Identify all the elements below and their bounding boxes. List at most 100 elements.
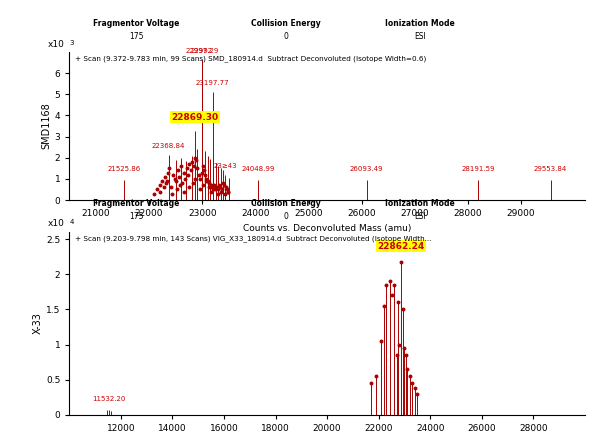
Point — [189, 163, 198, 170]
Point — [191, 175, 200, 182]
Text: 29553.84: 29553.84 — [534, 166, 567, 172]
Point — [152, 186, 162, 193]
Text: 0: 0 — [283, 32, 288, 41]
Point — [195, 175, 205, 182]
Text: Ionization Mode: Ionization Mode — [385, 199, 455, 208]
Point — [176, 163, 186, 170]
Point — [400, 345, 409, 352]
Point — [210, 182, 219, 189]
Text: Collision Energy: Collision Energy — [251, 19, 321, 28]
Point — [179, 188, 189, 195]
Text: 22862.24: 22862.24 — [377, 242, 425, 250]
Point — [161, 180, 171, 187]
Point — [393, 299, 403, 306]
Point — [192, 165, 202, 172]
Point — [206, 188, 216, 195]
Point — [214, 182, 224, 189]
Point — [408, 380, 417, 387]
Point — [210, 186, 220, 193]
Text: x10: x10 — [47, 219, 64, 228]
Point — [194, 171, 204, 178]
Point — [182, 165, 192, 172]
Point — [412, 391, 422, 398]
Point — [175, 182, 185, 189]
Point — [390, 281, 399, 288]
Point — [184, 184, 194, 191]
Point — [183, 171, 193, 178]
Point — [201, 175, 211, 182]
Point — [188, 180, 197, 187]
Point — [204, 184, 213, 191]
Point — [162, 178, 171, 184]
Point — [195, 186, 204, 193]
Point — [155, 188, 165, 195]
Text: 4: 4 — [69, 219, 74, 225]
Point — [218, 180, 228, 187]
Text: Fragmentor Voltage: Fragmentor Voltage — [93, 199, 180, 208]
Point — [168, 171, 178, 178]
Point — [180, 175, 190, 182]
Point — [399, 306, 408, 313]
Point — [165, 165, 174, 172]
Point — [371, 373, 381, 380]
Text: Collision Energy: Collision Energy — [251, 199, 321, 208]
Point — [410, 385, 420, 392]
Point — [185, 161, 194, 168]
Text: 24048.99: 24048.99 — [241, 166, 274, 172]
Point — [171, 178, 181, 184]
Point — [191, 156, 201, 163]
Point — [396, 258, 406, 265]
Text: 28191.59: 28191.59 — [461, 166, 495, 172]
Text: + Scan (9.372-9.783 min, 99 Scans) SMD_180914.d  Subtract Deconvoluted (Isotope : + Scan (9.372-9.783 min, 99 Scans) SMD_1… — [75, 55, 426, 62]
Point — [379, 302, 389, 309]
Point — [150, 190, 159, 197]
Point — [392, 352, 402, 358]
Point — [394, 341, 404, 348]
Point — [166, 184, 176, 191]
Point — [155, 182, 165, 189]
Point — [173, 167, 183, 174]
Point — [199, 167, 209, 174]
Point — [160, 173, 170, 180]
Point — [387, 292, 396, 299]
Point — [217, 186, 227, 193]
Text: 175: 175 — [129, 32, 144, 41]
Point — [221, 184, 230, 191]
Point — [203, 178, 213, 184]
Point — [163, 169, 172, 176]
Point — [167, 190, 177, 197]
Point — [201, 178, 211, 184]
Point — [402, 366, 412, 373]
Text: 22368.84: 22368.84 — [152, 143, 185, 148]
Point — [213, 186, 223, 193]
Point — [385, 278, 395, 285]
Point — [224, 188, 233, 195]
Y-axis label: SMD1168: SMD1168 — [42, 102, 52, 149]
Point — [219, 182, 229, 189]
Text: Ionization Mode: Ionization Mode — [385, 19, 455, 28]
Point — [211, 184, 221, 191]
Point — [190, 154, 200, 161]
Point — [198, 163, 207, 170]
Point — [216, 188, 226, 195]
Y-axis label: X-33: X-33 — [33, 312, 43, 335]
Text: 175: 175 — [129, 212, 144, 221]
Text: x10: x10 — [47, 40, 64, 49]
Point — [188, 158, 197, 165]
Text: 26093.49: 26093.49 — [350, 166, 384, 172]
Point — [401, 352, 411, 358]
Point — [201, 171, 210, 178]
Point — [222, 186, 232, 193]
Text: ESI: ESI — [414, 212, 426, 221]
Point — [179, 169, 189, 176]
Point — [197, 169, 206, 176]
Point — [213, 190, 223, 197]
Text: 22992: 22992 — [191, 48, 213, 54]
Point — [209, 186, 218, 193]
Point — [204, 180, 214, 187]
Point — [223, 188, 233, 195]
Text: ESI: ESI — [414, 32, 426, 41]
Point — [159, 184, 169, 191]
Point — [198, 182, 208, 189]
Text: 22869.30: 22869.30 — [172, 113, 219, 122]
